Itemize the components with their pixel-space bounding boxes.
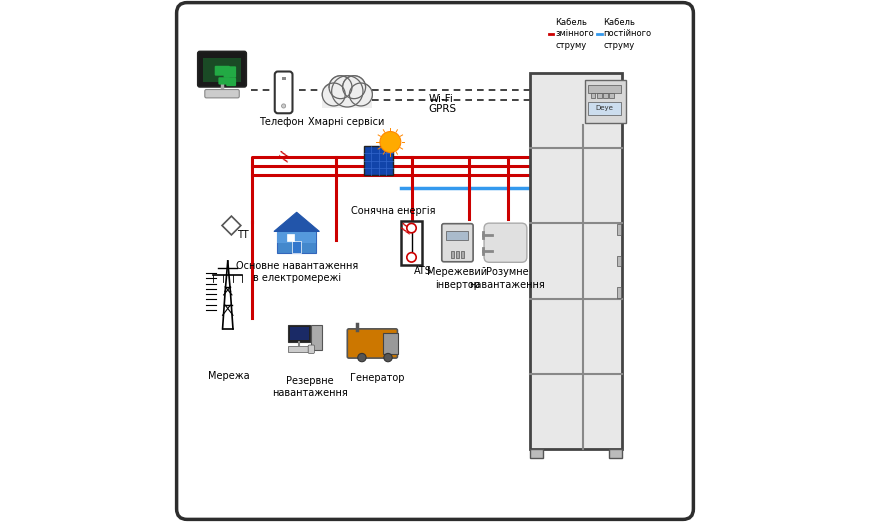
Bar bbox=[590, 93, 594, 98]
Bar bbox=[587, 102, 620, 115]
Text: //: // bbox=[399, 221, 415, 235]
Bar bbox=[455, 251, 459, 257]
Polygon shape bbox=[274, 212, 319, 231]
Bar bbox=[276, 231, 315, 253]
Circle shape bbox=[407, 253, 415, 262]
FancyBboxPatch shape bbox=[204, 90, 239, 98]
Text: Резервне
навантаження: Резервне навантаження bbox=[271, 376, 348, 398]
Bar bbox=[617, 256, 620, 266]
Circle shape bbox=[282, 104, 285, 108]
Bar bbox=[596, 93, 600, 98]
Bar bbox=[292, 241, 301, 253]
Text: Генератор: Генератор bbox=[350, 373, 404, 383]
Text: GPRS: GPRS bbox=[428, 104, 456, 114]
Circle shape bbox=[407, 223, 415, 233]
Bar bbox=[461, 251, 464, 257]
FancyBboxPatch shape bbox=[483, 223, 527, 262]
Text: Мережевий
інвертор: Мережевий інвертор bbox=[427, 267, 487, 290]
Bar bbox=[382, 333, 398, 354]
FancyBboxPatch shape bbox=[197, 52, 246, 87]
Text: ATS: ATS bbox=[413, 266, 431, 276]
Circle shape bbox=[383, 353, 392, 362]
Text: Deye: Deye bbox=[595, 105, 613, 111]
Bar bbox=[585, 80, 625, 123]
Bar bbox=[608, 93, 614, 98]
Text: Кабель
змінного
струму: Кабель змінного струму bbox=[554, 18, 594, 50]
Text: Кабель
постійного
струму: Кабель постійного струму bbox=[602, 18, 651, 50]
Text: Основне навантаження
в електромережі: Основне навантаження в електромережі bbox=[235, 261, 357, 283]
Bar bbox=[202, 58, 241, 81]
FancyBboxPatch shape bbox=[275, 72, 292, 113]
Circle shape bbox=[380, 132, 401, 152]
Bar bbox=[364, 146, 393, 175]
Text: Сонячна енергія: Сонячна енергія bbox=[350, 206, 435, 216]
FancyBboxPatch shape bbox=[176, 3, 693, 519]
FancyBboxPatch shape bbox=[215, 66, 229, 76]
Bar bbox=[322, 88, 372, 108]
Circle shape bbox=[328, 76, 352, 99]
Text: Телефон: Телефон bbox=[258, 117, 303, 127]
Bar bbox=[587, 85, 620, 93]
Text: Хмарні сервіси: Хмарні сервіси bbox=[308, 117, 384, 127]
Text: TT: TT bbox=[236, 230, 248, 240]
Text: //: // bbox=[277, 149, 293, 163]
Bar bbox=[529, 73, 620, 449]
Bar bbox=[276, 231, 315, 243]
FancyBboxPatch shape bbox=[308, 345, 314, 353]
FancyBboxPatch shape bbox=[347, 329, 397, 358]
FancyBboxPatch shape bbox=[226, 78, 235, 86]
Circle shape bbox=[331, 76, 362, 107]
Bar bbox=[608, 449, 621, 458]
Circle shape bbox=[342, 76, 365, 99]
Bar bbox=[617, 224, 620, 235]
Bar bbox=[450, 251, 454, 257]
FancyBboxPatch shape bbox=[218, 77, 229, 85]
Bar bbox=[400, 220, 422, 265]
Bar bbox=[310, 325, 322, 350]
Bar bbox=[289, 327, 308, 340]
Bar bbox=[446, 231, 468, 240]
FancyBboxPatch shape bbox=[223, 66, 235, 78]
Bar bbox=[282, 77, 285, 80]
Circle shape bbox=[357, 353, 366, 362]
Circle shape bbox=[322, 83, 345, 106]
Bar bbox=[287, 234, 293, 241]
Bar bbox=[529, 449, 542, 458]
Text: Мережа: Мережа bbox=[208, 371, 249, 381]
Circle shape bbox=[349, 83, 372, 106]
Text: Wi-Fi: Wi-Fi bbox=[428, 94, 453, 104]
Bar bbox=[617, 287, 620, 298]
Text: Розумне
навантаження: Розумне навантаження bbox=[468, 267, 544, 290]
Bar bbox=[288, 325, 310, 342]
Polygon shape bbox=[222, 216, 241, 235]
Bar bbox=[602, 93, 607, 98]
FancyBboxPatch shape bbox=[441, 223, 473, 262]
Bar bbox=[288, 346, 308, 352]
